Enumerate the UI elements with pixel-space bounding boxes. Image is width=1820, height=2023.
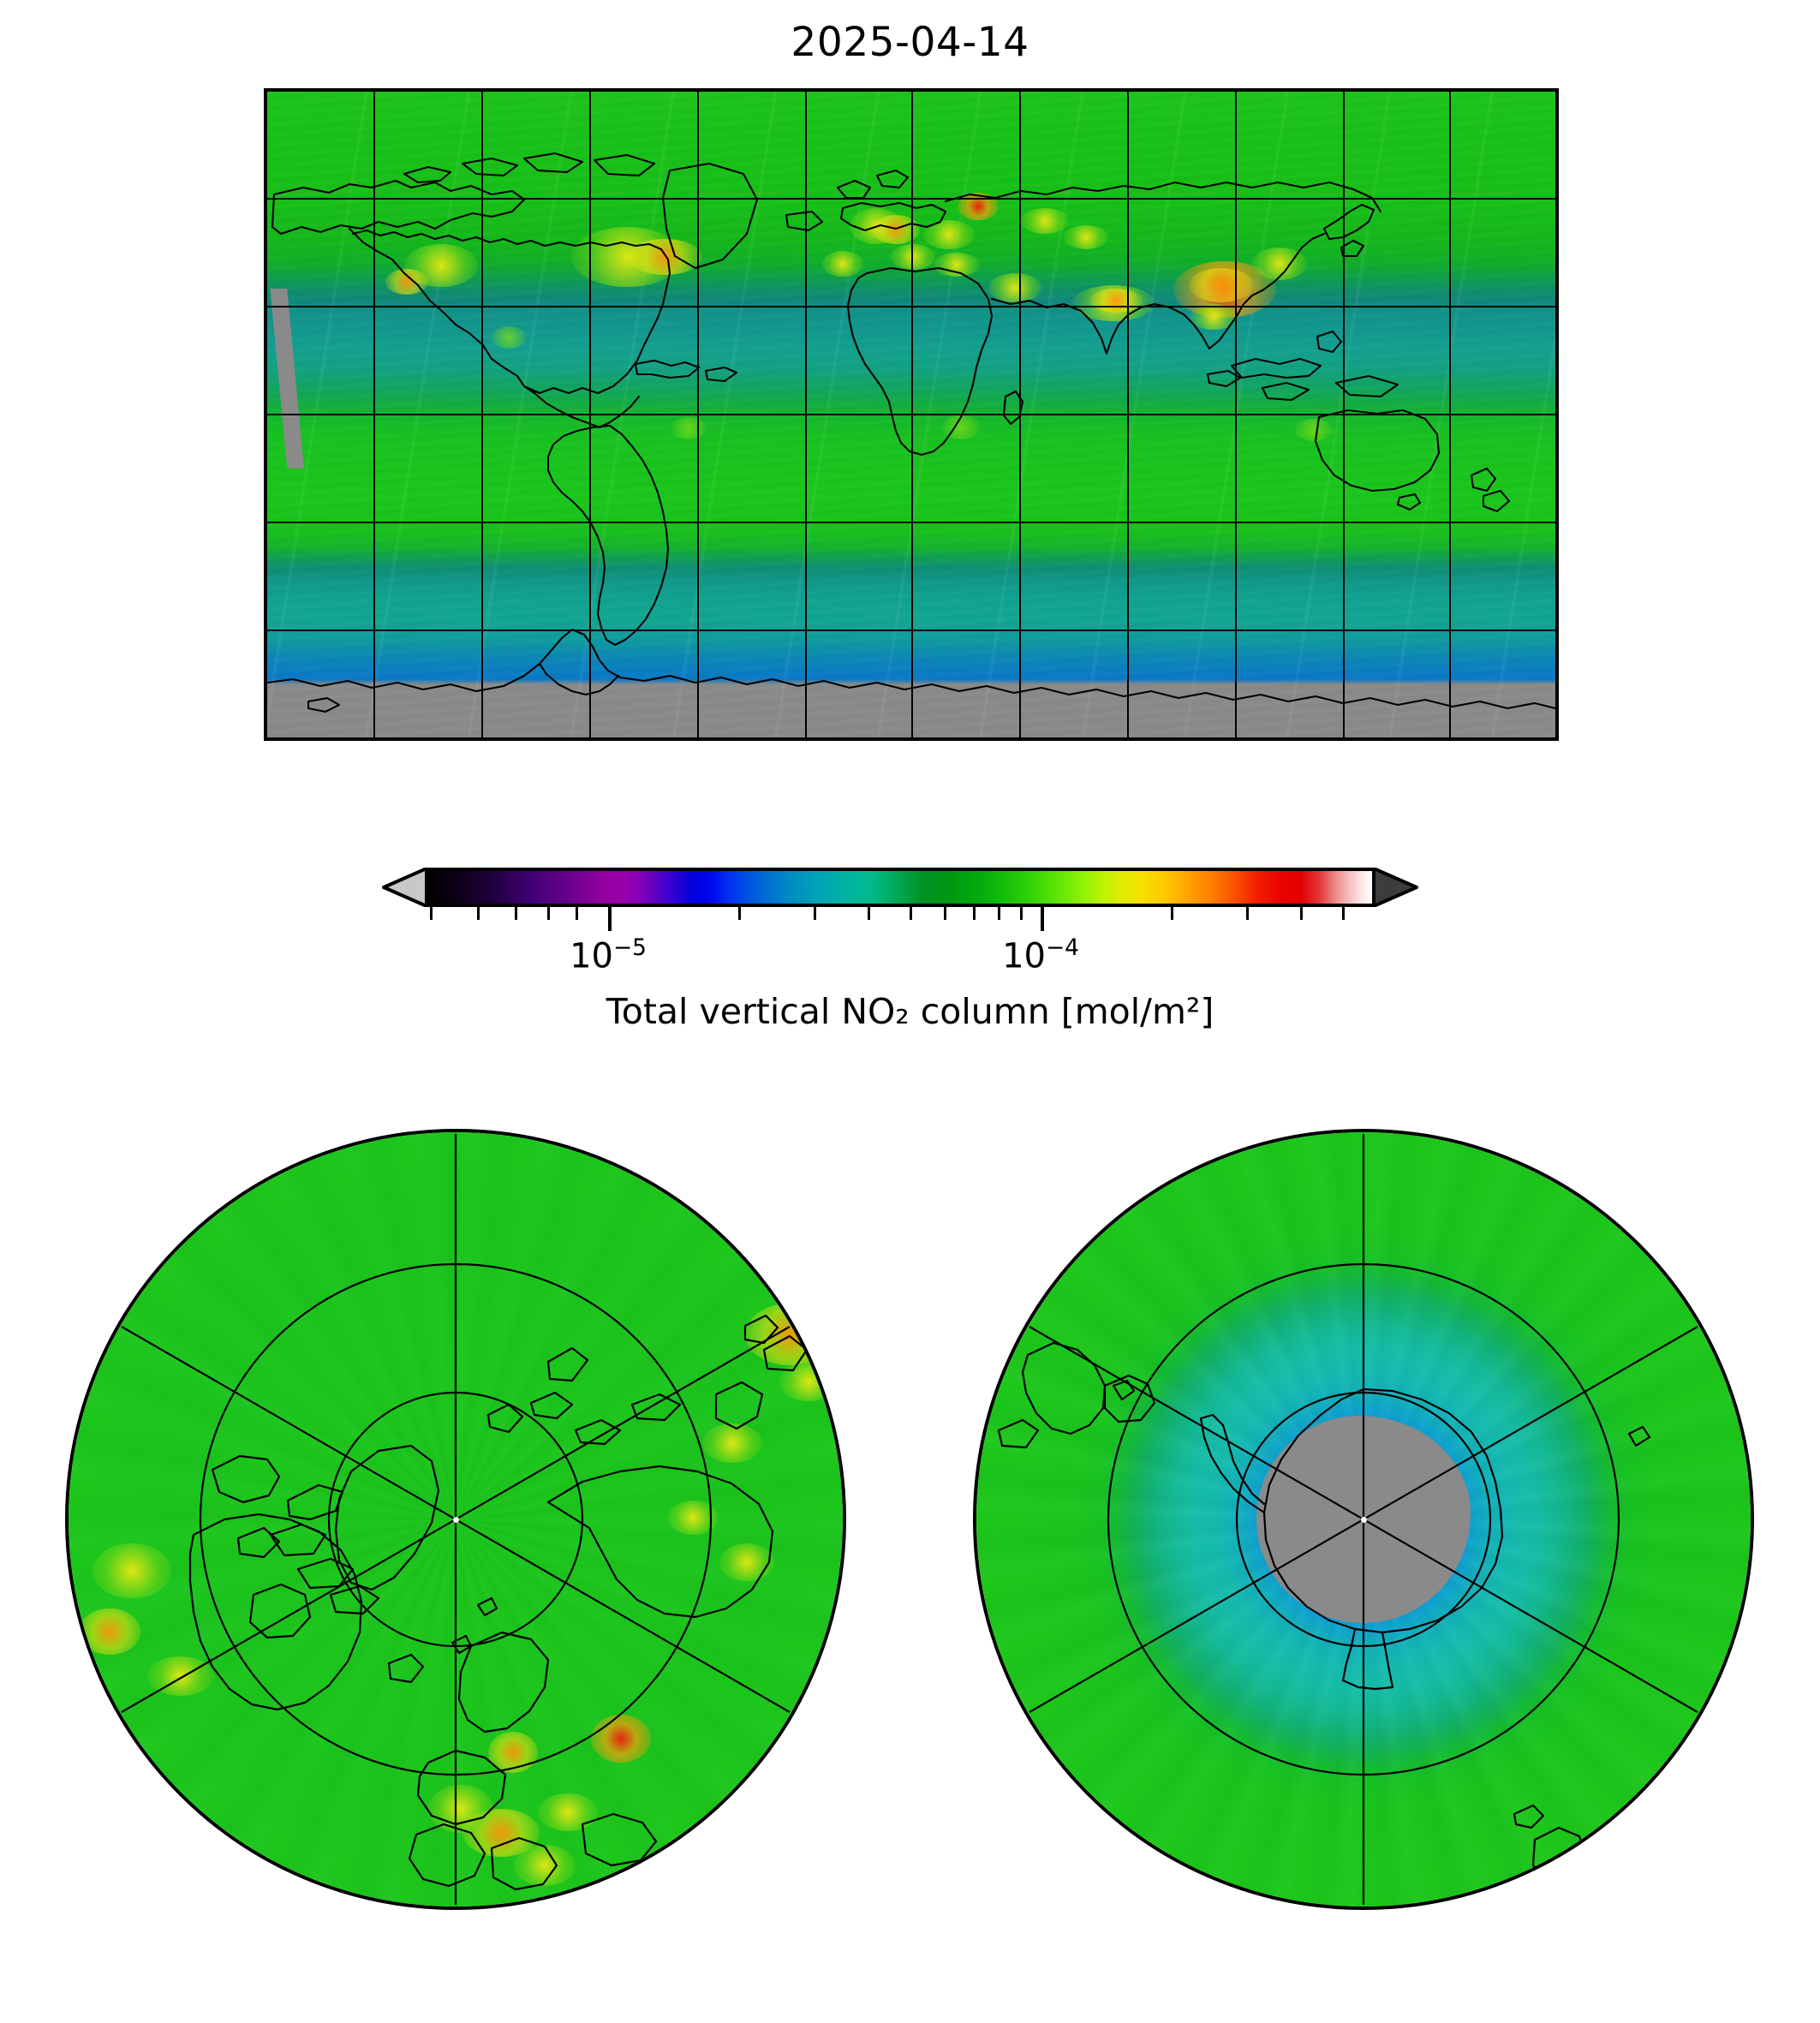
south-pole-marker — [1360, 1516, 1367, 1523]
south-polar-map-panel[interactable] — [973, 1129, 1754, 1910]
north-polar-coastlines — [188, 1314, 809, 1891]
colorbar-major-tick — [1041, 907, 1044, 931]
colorbar-minor-tick — [868, 907, 870, 920]
global-coastlines — [267, 152, 1555, 713]
south-polar-coastlines — [997, 1341, 1722, 1881]
colorbar-tick-label-1e-4: 10−4 — [1002, 934, 1079, 976]
parallel-60N — [267, 198, 1555, 200]
colorbar-tick-label-1e-5: 10−5 — [570, 934, 647, 976]
tick-exponent: −4 — [1046, 934, 1079, 961]
colorbar-minor-tick — [998, 907, 1000, 920]
global-map-panel[interactable] — [264, 88, 1559, 741]
colorbar-minor-tick — [738, 907, 741, 920]
tick-exponent: −5 — [613, 934, 647, 961]
colorbar-minor-tick — [814, 907, 816, 920]
colorbar-gradient[interactable] — [425, 868, 1375, 907]
colorbar-minor-tick — [1246, 907, 1249, 920]
colorbar-minor-tick — [430, 907, 433, 920]
colorbar-axis-label: Total vertical NO₂ column [mol/m²] — [606, 991, 1214, 1032]
colorbar-minor-tick — [1020, 907, 1023, 920]
parallel-30S — [267, 522, 1555, 523]
colorbar-minor-tick — [1342, 907, 1345, 920]
page-title: 2025-04-14 — [791, 19, 1029, 66]
colorbar-extend-right-icon — [1372, 868, 1418, 907]
tick-mantissa: 10 — [1002, 936, 1046, 976]
parallel-30N — [267, 306, 1555, 307]
north-pole-marker — [452, 1516, 459, 1523]
colorbar-minor-tick — [944, 907, 946, 920]
colorbar-extend-left-icon — [382, 868, 428, 907]
colorbar-minor-tick — [477, 907, 480, 920]
colorbar-minor-tick — [973, 907, 976, 920]
tick-mantissa: 10 — [570, 936, 613, 976]
parallel-0 — [267, 414, 1555, 415]
colorbar[interactable]: 10−5 10−4 Total vertical NO₂ column [mol… — [0, 861, 1820, 1032]
colorbar-minor-tick — [910, 907, 912, 920]
north-polar-map-panel[interactable] — [65, 1129, 846, 1910]
colorbar-minor-tick — [576, 907, 578, 920]
colorbar-minor-tick — [547, 907, 550, 920]
colorbar-minor-tick — [1171, 907, 1173, 920]
colorbar-major-tick — [608, 907, 612, 931]
colorbar-minor-tick — [1300, 907, 1303, 920]
parallel-60S — [267, 630, 1555, 631]
colorbar-minor-tick — [515, 907, 517, 920]
